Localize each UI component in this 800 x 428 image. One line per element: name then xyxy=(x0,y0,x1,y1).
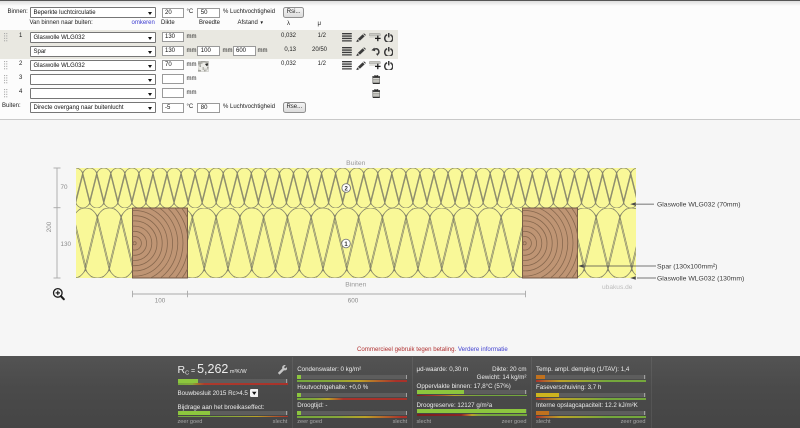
svg-text:ubakus.de: ubakus.de xyxy=(602,284,633,291)
svg-text:70: 70 xyxy=(61,184,69,191)
svg-text:200: 200 xyxy=(46,221,53,232)
svg-text:Glaswolle WLG032 (130mm): Glaswolle WLG032 (130mm) xyxy=(657,275,744,282)
svg-text:130: 130 xyxy=(61,241,72,248)
svg-text:2: 2 xyxy=(345,186,349,192)
svg-text:1: 1 xyxy=(344,242,348,248)
svg-text:Glaswolle WLG032 (70mm): Glaswolle WLG032 (70mm) xyxy=(657,202,740,209)
svg-text:Spar (130x100mm²): Spar (130x100mm²) xyxy=(657,263,717,270)
svg-text:Binnen: Binnen xyxy=(345,282,366,289)
svg-text:600: 600 xyxy=(348,298,359,305)
svg-text:100: 100 xyxy=(155,298,166,305)
svg-text:Buiten: Buiten xyxy=(346,160,365,167)
